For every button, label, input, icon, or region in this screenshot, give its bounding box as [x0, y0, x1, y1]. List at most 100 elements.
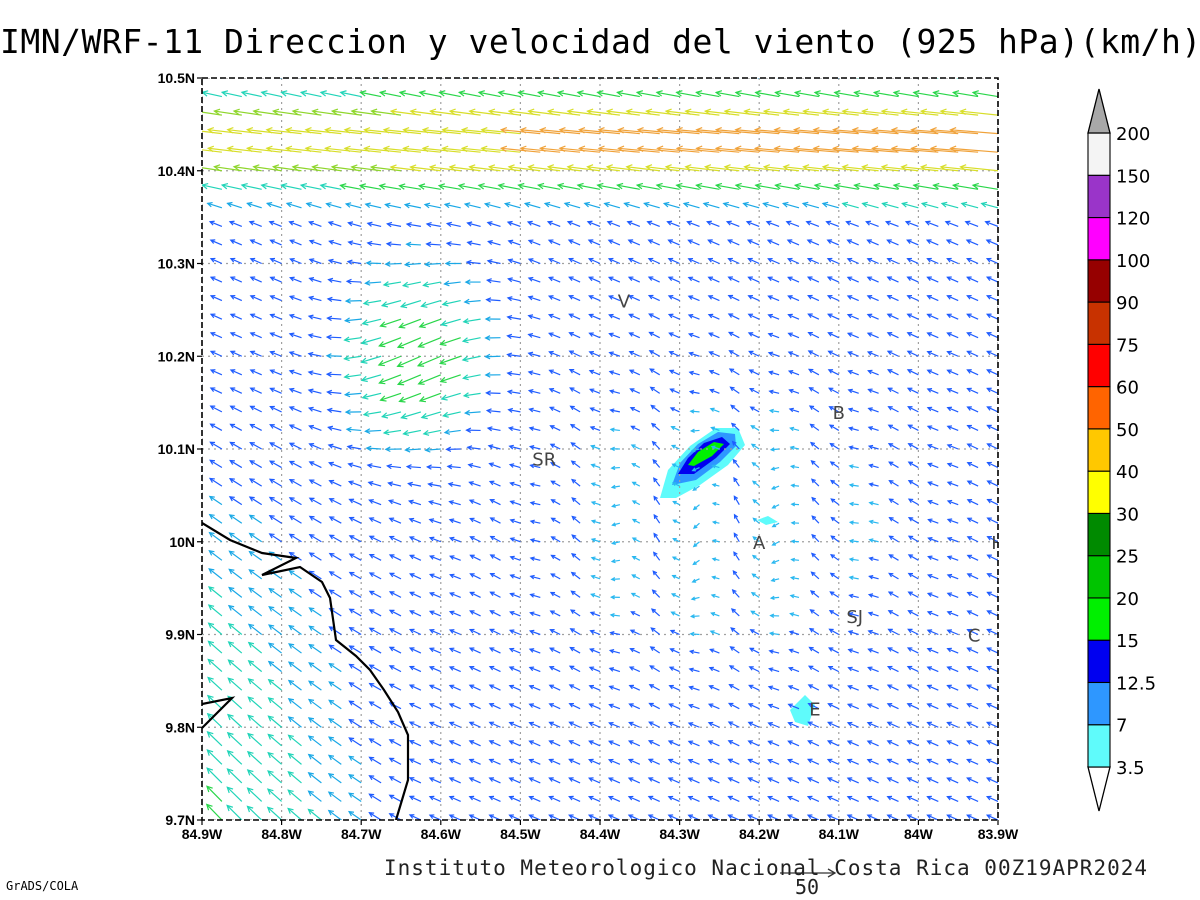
- wind-vector: [867, 407, 879, 413]
- wind-vector: [650, 608, 661, 617]
- wind-vector: [468, 647, 481, 654]
- wind-vector: [248, 496, 263, 506]
- wind-vector: [907, 591, 919, 598]
- wind-vector: [509, 574, 521, 580]
- wind-vector: [548, 647, 561, 654]
- wind-vector: [790, 557, 800, 562]
- wind-vector: [811, 515, 820, 524]
- wind-vector: [648, 331, 660, 339]
- wind-vector: [650, 404, 661, 413]
- wind-vector: [925, 239, 939, 246]
- wind-vector: [867, 629, 879, 636]
- wind-vector: [508, 647, 521, 654]
- wind-vector: [229, 313, 243, 320]
- wind-vector: [508, 814, 521, 820]
- wind-vector: [807, 368, 820, 376]
- wind-vector: [985, 814, 998, 820]
- wind-vector: [202, 800, 203, 802]
- wind-vector: [348, 645, 362, 654]
- wind-vector: [461, 355, 481, 363]
- wind-vector: [549, 443, 561, 450]
- wind-vector: [308, 588, 322, 598]
- wind-vector: [610, 558, 620, 564]
- wind-vector: [288, 460, 302, 469]
- wind-vector: [549, 610, 561, 617]
- wind-vector: [445, 241, 461, 247]
- wind-vector: [529, 611, 541, 617]
- wind-vector: [570, 460, 581, 469]
- wind-vector: [768, 667, 780, 673]
- wind-vector: [226, 768, 243, 784]
- wind-vector: [287, 807, 302, 820]
- wind-vector: [946, 610, 959, 617]
- wind-vector: [946, 777, 959, 784]
- wind-vector: [308, 220, 322, 227]
- wind-vector: [308, 662, 322, 673]
- wind-vector: [458, 78, 461, 79]
- wind-vector: [207, 622, 223, 635]
- wind-vector: [408, 777, 422, 784]
- wind-vector: [786, 795, 800, 802]
- wind-vector: [443, 202, 461, 209]
- wind-vector: [468, 777, 481, 784]
- wind-vector: [368, 646, 382, 654]
- wind-vector: [438, 355, 461, 365]
- wind-vector: [926, 684, 939, 691]
- wind-vector: [289, 239, 302, 246]
- wind-vector: [787, 685, 800, 691]
- wind-vector: [489, 499, 501, 506]
- wind-vector: [319, 183, 342, 190]
- wind-vector: [841, 108, 879, 116]
- wind-vector: [398, 318, 422, 329]
- wind-vector: [488, 795, 501, 802]
- wind-vector: [571, 515, 581, 524]
- wind-vector: [828, 387, 840, 394]
- wind-vector: [386, 221, 402, 228]
- wind-vector: [229, 405, 243, 413]
- wind-vector: [588, 684, 601, 691]
- colorbar-segment: [1087, 174, 1111, 219]
- wind-vector: [751, 554, 760, 561]
- wind-vector: [710, 426, 720, 432]
- wind-vector: [727, 721, 740, 728]
- wind-vector: [307, 753, 322, 765]
- wind-vector: [628, 666, 641, 673]
- wind-vector: [499, 127, 541, 135]
- wind-vector: [248, 514, 263, 524]
- wind-vector: [847, 426, 859, 432]
- wind-vector: [608, 649, 621, 654]
- wind-vector: [202, 149, 222, 153]
- wind-vector: [828, 609, 840, 617]
- wind-vector: [400, 411, 422, 420]
- wind-vector: [288, 295, 302, 302]
- wind-vector: [509, 500, 521, 506]
- wind-vector: [770, 559, 780, 564]
- wind-vector: [984, 220, 998, 227]
- wind-vector: [912, 182, 939, 190]
- wind-vector: [684, 108, 720, 116]
- wind-vector: [926, 257, 939, 265]
- x-tick-label: 84.9W: [182, 826, 223, 842]
- wind-vector: [249, 239, 262, 246]
- wind-vector: [912, 90, 939, 98]
- wind-vector: [627, 276, 641, 283]
- wind-vector: [548, 795, 561, 802]
- wind-vector: [714, 90, 740, 98]
- wind-vector: [506, 352, 521, 358]
- wind-vector: [468, 740, 481, 747]
- wind-vector: [629, 388, 641, 394]
- wind-vector: [750, 443, 760, 450]
- wind-vector: [906, 313, 919, 320]
- wind-vector: [518, 78, 521, 79]
- wind-vector: [206, 145, 242, 153]
- wind-vector: [821, 164, 859, 172]
- wind-vector: [202, 763, 203, 765]
- wind-vector: [946, 758, 959, 765]
- wind-vector: [867, 648, 879, 654]
- wind-vector: [886, 257, 899, 265]
- wind-vector: [529, 593, 541, 598]
- wind-vector: [706, 220, 720, 227]
- wind-vector: [287, 661, 302, 673]
- wind-vector: [966, 276, 979, 283]
- wind-vector: [226, 127, 262, 135]
